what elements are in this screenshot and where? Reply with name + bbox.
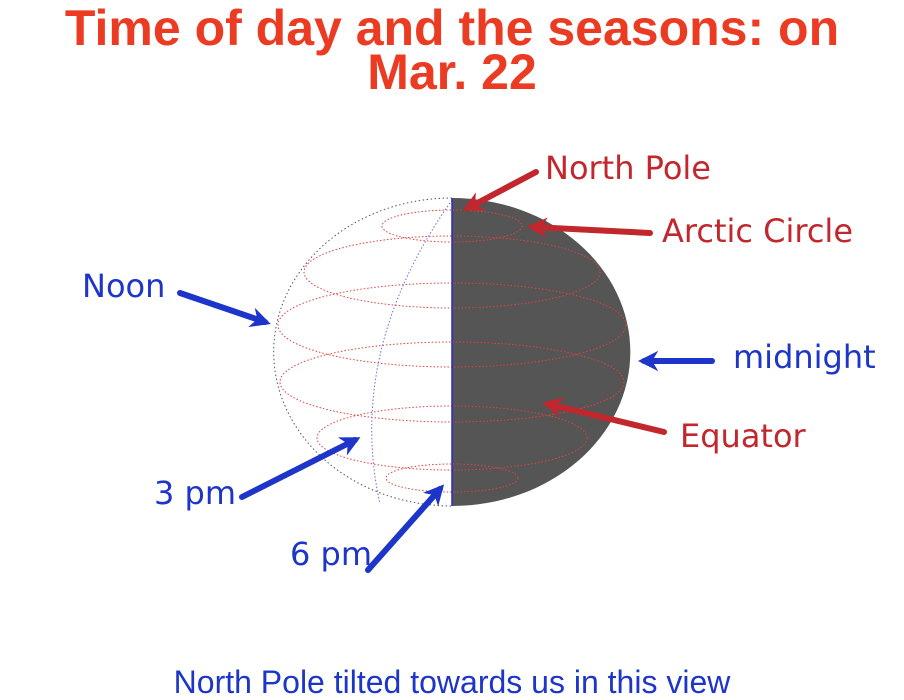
arrows <box>177 169 715 573</box>
meridian-lines <box>371 199 453 505</box>
diagram-title: Time of day and the seasons: on Mar. 22 <box>0 0 904 100</box>
day-side-outline <box>273 197 453 507</box>
six-pm-label: 6 pm <box>290 535 373 573</box>
arctic-circle-label: Arctic Circle <box>662 212 853 250</box>
equator-arrow <box>542 397 667 435</box>
noon-arrow <box>177 290 271 328</box>
north-pole-arrow <box>462 169 539 211</box>
arctic-circle-arrow <box>526 217 653 238</box>
six-pm-arrow <box>365 484 445 573</box>
three-pm-arrow <box>239 437 361 500</box>
globe <box>273 197 631 507</box>
noon-label: Noon <box>82 267 166 305</box>
latitude-ring-south-60 <box>385 463 519 493</box>
three-pm-label: 3 pm <box>154 474 237 512</box>
title-line-2: Mar. 22 <box>367 44 537 100</box>
equator-label: Equator <box>680 417 806 455</box>
title-line-1: Time of day and the seasons: on <box>64 0 840 56</box>
meridian-3pm <box>371 199 453 505</box>
night-side <box>452 198 631 506</box>
midnight-label: midnight <box>733 338 876 376</box>
caption: North Pole tilted towards us in this vie… <box>173 664 731 700</box>
north-pole-label: North Pole <box>545 149 711 187</box>
